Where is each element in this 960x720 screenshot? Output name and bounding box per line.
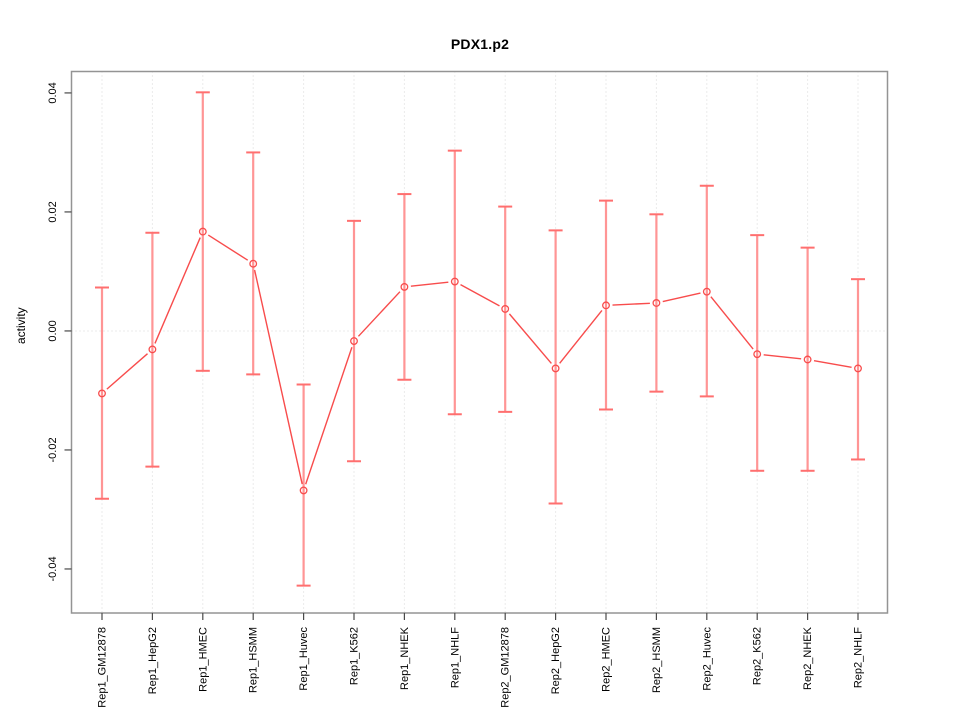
data-point [652,299,661,307]
x-tick-label: Rep2_HSMM [651,627,663,693]
x-tick-label: Rep2_GM12878 [500,627,512,708]
x-tick-label: Rep1_Huvec [298,627,310,691]
x-tick-label: Rep2_Huvec [701,627,713,691]
data-point [803,355,812,364]
y-tick-label: 0.00 [47,320,59,341]
series-segment [813,359,852,368]
data-point [198,227,207,236]
data-point [753,350,762,359]
series-segment [305,346,353,485]
series-segment [207,234,249,261]
data-point [450,277,459,286]
plot-box [70,70,889,614]
data-point [148,345,157,354]
series-segment [710,296,754,350]
data-point [854,364,862,373]
data-point [249,259,258,268]
series-segment [662,292,701,303]
y-tick-label: 0.02 [47,201,59,222]
x-tick-label: Rep1_NHEK [399,626,411,690]
series-segment [106,353,148,390]
y-tick-label: -0.02 [47,437,59,462]
series-segment [410,281,449,287]
series-segment [460,284,500,307]
series-segment [508,313,552,364]
data-point [98,389,106,398]
data-point [299,486,308,495]
series-segment [154,237,201,344]
data-point [350,337,358,346]
x-tick-label: Rep2_HMEC [601,627,613,692]
data-point [602,301,610,310]
series-segment [612,302,650,306]
chart-title: PDX1.p2 [450,36,510,52]
series-segment [357,291,401,337]
data-point [400,282,409,291]
series-segment [763,354,802,360]
x-tick-label: Rep2_K562 [752,627,764,685]
x-tick-label: Rep1_HepG2 [147,627,159,694]
series-segment [253,269,303,485]
x-tick-label: Rep1_NHLF [449,627,461,688]
x-tick-label: Rep1_HMEC [197,627,209,692]
data-point [702,287,711,296]
y-tick-label: 0.04 [47,82,59,103]
y-tick-label: -0.04 [47,556,59,581]
x-tick-label: Rep1_GM12878 [97,627,109,708]
x-tick-label: Rep1_HSMM [248,627,260,693]
data-point [501,304,510,313]
x-tick-label: Rep1_K562 [349,627,361,685]
series-segment [559,309,603,364]
x-tick-label: Rep2_NHEK [802,626,814,690]
data-point [551,364,560,373]
x-tick-label: Rep2_NHLF [853,627,865,688]
x-tick-label: Rep2_HepG2 [550,627,562,694]
